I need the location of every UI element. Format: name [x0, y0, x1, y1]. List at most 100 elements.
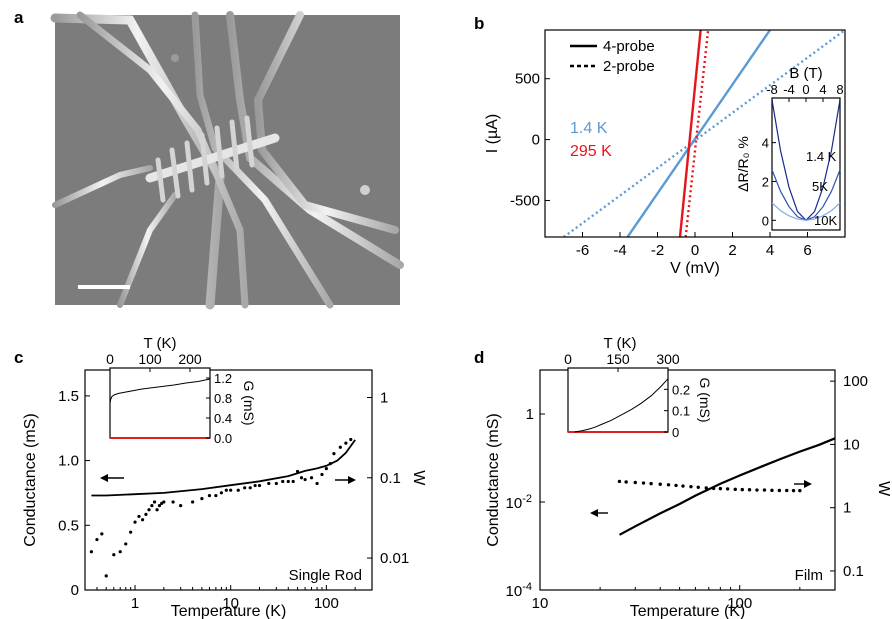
c-w-point — [150, 504, 154, 508]
d-inset-curve — [574, 378, 669, 433]
d-inset-ytick-label: 0.2 — [672, 382, 690, 397]
b-inset-curve-2 — [771, 202, 841, 221]
c-y2tick-label: 1 — [380, 389, 388, 406]
c-w-point — [171, 500, 175, 504]
b-inset-ylabel: ΔR/R₀ % — [735, 136, 751, 192]
c-w-point — [338, 445, 342, 449]
c-w-dots — [89, 437, 353, 578]
d-w-point — [777, 488, 782, 493]
sem-image — [50, 11, 404, 310]
b-inset-xtick-label: 8 — [836, 82, 843, 97]
d-conductance-line — [618, 437, 836, 536]
panel-c-chart: 1 10 100 0 0.5 1.0 1.5 0.01 0.1 1 Temperature (K) C… — [22, 335, 427, 619]
c-inset-ytick-label: 1.2 — [214, 371, 232, 386]
c-w-point — [155, 508, 159, 512]
b-xtick-label: 0 — [691, 242, 699, 259]
c-w-point — [295, 469, 300, 474]
c-w-point — [328, 462, 332, 466]
d-inset-ytick-label: 0.1 — [672, 404, 690, 419]
d-arrow-right-head — [804, 480, 812, 488]
b-xtick-label: 6 — [803, 242, 811, 259]
c-w-point — [257, 483, 262, 488]
c-w-point — [207, 493, 212, 498]
c-w-point — [200, 497, 204, 501]
d-y2tick-label: 1 — [843, 500, 851, 517]
c-w-point — [344, 441, 348, 445]
c-w-point — [152, 500, 157, 504]
c-arrow-left-head — [100, 474, 108, 482]
c-ytick-label: 0.5 — [58, 517, 79, 534]
b-ytick-label: 0 — [532, 132, 540, 149]
c-w-point — [147, 508, 151, 512]
b-inset-ytick-label: 2 — [762, 174, 769, 189]
sem-contact-fingers — [155, 115, 255, 203]
b-inset-curve-label: 1.4 K — [806, 149, 837, 164]
b-xtick-label: 4 — [766, 242, 774, 259]
d-w-point — [762, 488, 767, 492]
c-inset-frame — [109, 367, 211, 439]
c-y2label: W — [410, 470, 427, 486]
c-inset-xtick-label: 100 — [138, 351, 162, 367]
d-ylabel: Conductance (mS) — [485, 413, 502, 546]
d-w-point — [666, 483, 671, 487]
b-inset-xlabel: B (T) — [789, 65, 822, 82]
b-series-line-1 — [563, 30, 845, 237]
d-w-point — [658, 482, 662, 486]
b-ytick-label: -500 — [510, 192, 540, 209]
b-inset-xtick-label: 0 — [802, 82, 809, 97]
c-axes-frame — [84, 369, 373, 591]
panel-letter-d: d — [474, 348, 485, 367]
c-w-point — [191, 500, 195, 504]
d-w-point — [649, 481, 653, 486]
c-inset-xlabel: T (K) — [143, 335, 176, 352]
c-w-point — [315, 481, 319, 486]
c-w-point — [349, 437, 353, 442]
d-y2tick-label: 0.1 — [843, 563, 864, 580]
b-series-line-2 — [678, 30, 702, 237]
d-inset-ytick-label: 0 — [672, 425, 679, 440]
b-inset-ytick-label: 4 — [762, 136, 769, 151]
scale-bar — [78, 285, 130, 289]
d-ytick-label: 10-2 — [506, 493, 532, 512]
panel-letter-c: c — [14, 348, 24, 367]
c-w-point — [157, 504, 162, 508]
d-w-point — [633, 480, 637, 485]
c-w-point — [179, 504, 183, 508]
c-w-point — [112, 553, 116, 557]
c-inset-curve — [109, 378, 211, 404]
b-ylabel: I (µA) — [484, 114, 501, 153]
c-w-point — [100, 532, 104, 536]
b-xtick-label: 2 — [728, 242, 736, 259]
b-inset-ytick-label: 0 — [762, 213, 769, 228]
sem-particle — [360, 185, 370, 195]
sem-particle — [171, 54, 179, 62]
d-w-point — [624, 480, 628, 484]
c-conductance-line — [91, 439, 356, 497]
c-xlabel: Temperature (K) — [171, 603, 287, 619]
d-arrow-left-head — [590, 509, 598, 517]
c-w-point — [229, 488, 233, 492]
c-w-point — [224, 488, 228, 492]
b-legend-solid-label: 4-probe — [603, 38, 655, 55]
sem-nanorod — [145, 133, 280, 183]
b-series — [563, 30, 845, 237]
c-inset-ylabel: G (mS) — [241, 380, 257, 425]
c-ylabel: Conductance (mS) — [22, 413, 39, 546]
c-inset-ytick-label: 0.0 — [214, 431, 232, 446]
c-inset-xtick-label: 200 — [178, 351, 202, 367]
c-w-point — [104, 574, 108, 578]
b-legend-dashed-label: 2-probe — [603, 58, 655, 75]
c-w-point — [253, 483, 257, 488]
d-w-point — [617, 479, 622, 484]
c-w-point — [281, 479, 285, 484]
c-ytick-label: 0 — [71, 582, 79, 599]
c-annotation: Single Rod — [289, 567, 362, 584]
d-y2tick-label: 100 — [843, 373, 868, 390]
c-w-point — [267, 481, 271, 486]
c-w-point — [144, 512, 148, 516]
c-w-point — [124, 542, 128, 546]
c-w-point — [291, 479, 295, 484]
c-w-point — [236, 488, 240, 492]
d-y2tick-label: 10 — [843, 436, 860, 453]
